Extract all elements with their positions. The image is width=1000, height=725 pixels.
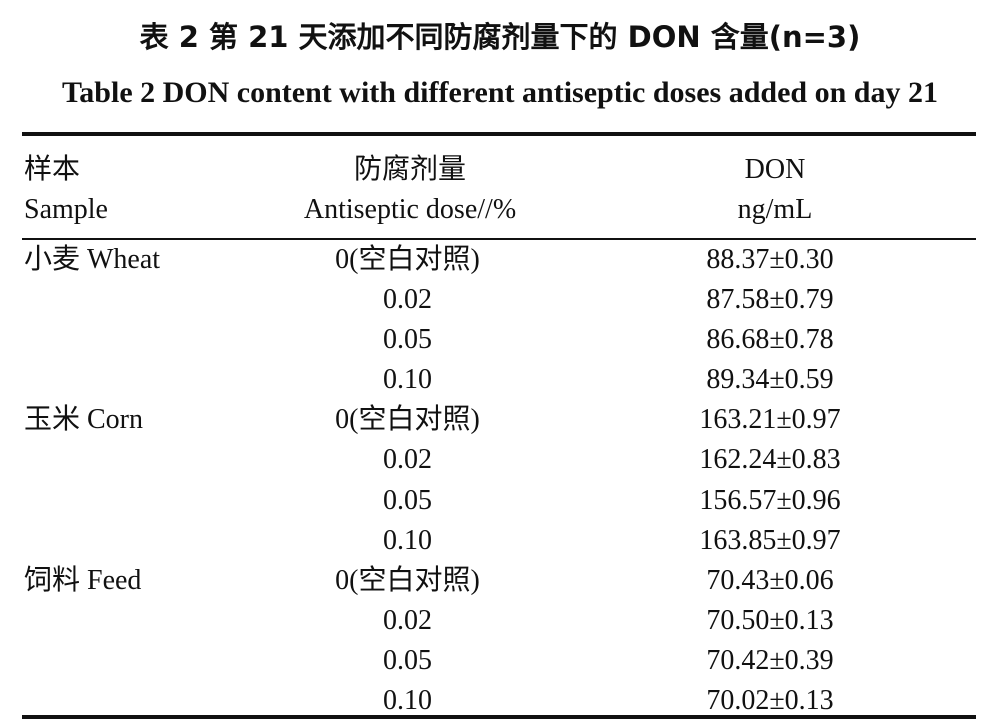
table-row: 0.10 89.34±0.59 [0, 360, 1000, 400]
cell-dose: 0.05 [383, 644, 432, 676]
header-don-unit: ng/mL [737, 194, 813, 225]
cell-dose: 0.05 [383, 484, 432, 516]
header-sample-en: Sample [24, 194, 108, 225]
table-row: 0.10 163.85±0.97 [0, 521, 1000, 561]
table-row: 0.05 86.68±0.78 [0, 320, 1000, 360]
table-row: 0.05 70.42±0.39 [0, 641, 1000, 681]
header-sample-cn: 样本 [24, 154, 81, 185]
cell-don: 88.37±0.30 [706, 244, 834, 275]
cell-don: 156.57±0.96 [699, 484, 841, 516]
header-sample: 样本 Sample [24, 150, 108, 230]
cell-don: 70.50±0.13 [706, 604, 834, 636]
table-row: 小麦 Wheat 0(空白对照) 88.37±0.30 [0, 240, 1000, 280]
cell-dose: 0.02 [383, 444, 432, 476]
header-don: DON ng/mL [620, 150, 930, 230]
header-don-label: DON [744, 154, 806, 185]
cell-don: 163.21±0.97 [699, 404, 841, 436]
table-title-cn: 表 2 第 21 天添加不同防腐剂量下的 DON 含量(n=3) [139, 20, 861, 54]
table-body: 小麦 Wheat 0(空白对照) 88.37±0.30 0.02 87.58±0… [0, 240, 1000, 721]
cell-don: 89.34±0.59 [706, 364, 834, 396]
cell-dose: 0.10 [383, 685, 432, 717]
cell-dose: 0.05 [383, 324, 432, 356]
table-row: 玉米 Corn 0(空白对照) 163.21±0.97 [0, 400, 1000, 440]
cell-don: 70.43±0.06 [706, 564, 834, 596]
cell-dose: 0.02 [383, 284, 432, 316]
table-row: 0.02 162.24±0.83 [0, 440, 1000, 480]
cell-dose: 0.02 [383, 604, 432, 636]
cell-don: 70.02±0.13 [706, 685, 834, 717]
cell-dose: 0.10 [383, 364, 432, 396]
bottom-rule [22, 715, 976, 719]
cell-don: 87.58±0.79 [706, 284, 834, 316]
header-rule [22, 238, 976, 240]
table-row: 饲料 Feed 0(空白对照) 70.43±0.06 [0, 561, 1000, 601]
cell-sample: 饲料 Feed [24, 564, 142, 596]
header-dose-cn: 防腐剂量 [353, 154, 466, 185]
cell-don: 70.42±0.39 [706, 644, 834, 676]
table-title-en: Table 2 DON content with different antis… [62, 76, 938, 109]
cell-sample: 玉米 Corn [24, 404, 144, 436]
cell-don: 163.85±0.97 [699, 524, 841, 556]
table-row: 0.05 156.57±0.96 [0, 481, 1000, 521]
cell-dose: 0(空白对照) [335, 404, 480, 436]
header-dose-en: Antiseptic dose//% [303, 194, 517, 225]
cell-dose: 0.10 [383, 524, 432, 556]
cell-don: 86.68±0.78 [706, 324, 834, 356]
top-rule [22, 132, 976, 136]
table-row: 0.10 70.02±0.13 [0, 681, 1000, 721]
header-dose: 防腐剂量 Antiseptic dose//% [230, 150, 590, 230]
cell-don: 162.24±0.83 [699, 444, 841, 476]
table-row: 0.02 70.50±0.13 [0, 601, 1000, 641]
cell-sample: 小麦 Wheat [24, 244, 161, 275]
cell-dose: 0(空白对照) [335, 244, 480, 275]
cell-dose: 0(空白对照) [335, 564, 480, 596]
table-row: 0.02 87.58±0.79 [0, 280, 1000, 320]
